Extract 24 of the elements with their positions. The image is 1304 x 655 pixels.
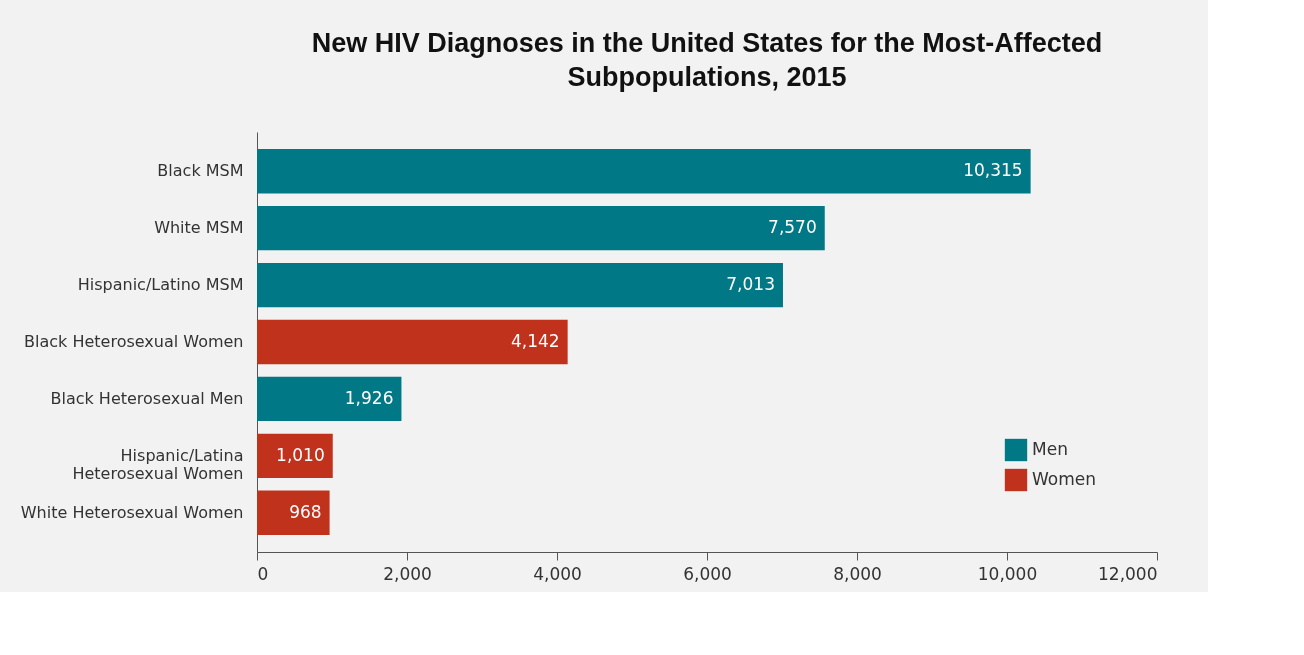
data-label: 1,010 [276, 444, 325, 465]
legend-label: Women [1032, 469, 1097, 489]
y-tick-label: Black Heterosexual Men [50, 388, 244, 408]
x-tick-label: 8,000 [833, 563, 882, 584]
legend-label: Men [1032, 439, 1068, 459]
x-tick-label: 10,000 [977, 563, 1038, 584]
y-tick-label: Black Heterosexual Women [24, 332, 244, 351]
x-tick-label: 0 [257, 563, 269, 584]
x-tick-label: 2,000 [383, 563, 432, 584]
y-tick-label: Black MSM [157, 161, 244, 181]
data-label: 4,142 [510, 331, 560, 351]
y-tick-label: White MSM [154, 218, 244, 238]
chart-title: New HIV Diagnoses in the United States for the Most-Affected Subpopulations, 2015 [311, 28, 1103, 92]
data-label: 7,013 [726, 274, 775, 295]
y-tick-label: White Heterosexual Women [20, 502, 244, 522]
data-label: 1,926 [344, 387, 394, 408]
x-tick-label: 6,000 [683, 563, 732, 584]
data-label: 968 [289, 501, 322, 522]
y-tick-label: Hispanic/Latina Heterosexual Women [72, 445, 244, 483]
x-tick-label: 4,000 [533, 563, 582, 584]
y-tick-label: Hispanic/Latino MSM [77, 275, 244, 295]
x-tick-label: 12,000 [1098, 563, 1158, 584]
data-label: 10,315 [963, 160, 1023, 181]
data-label: 7,570 [768, 217, 817, 238]
